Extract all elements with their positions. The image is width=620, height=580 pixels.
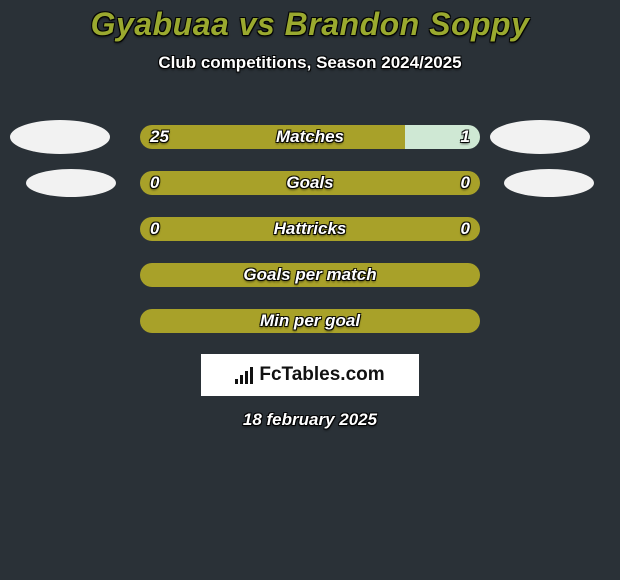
player-avatar-left — [26, 169, 116, 197]
page-title: Gyabuaa vs Brandon Soppy — [0, 0, 620, 43]
player-avatar-right — [490, 120, 590, 154]
stat-value-right: 0 — [461, 217, 470, 241]
stat-value-right: 1 — [461, 125, 470, 149]
stat-row: Goals per match — [0, 252, 620, 298]
stat-bar-left: 0 — [140, 171, 310, 195]
stat-bar-right: 0 — [310, 217, 480, 241]
stat-bar-left: 25 — [140, 125, 405, 149]
stat-bar-right — [310, 309, 480, 333]
player-avatar-right — [504, 169, 594, 197]
stat-value-right: 0 — [461, 171, 470, 195]
stat-bar-left: 0 — [140, 217, 310, 241]
subtitle: Club competitions, Season 2024/2025 — [0, 53, 620, 73]
player-avatar-left — [10, 120, 110, 154]
fctables-logo: FcTables.com — [201, 354, 419, 396]
stat-bar: 25 1 — [140, 125, 480, 149]
stat-bar — [140, 263, 480, 287]
stat-bar: 00 — [140, 171, 480, 195]
stat-value-left: 0 — [150, 217, 159, 241]
stat-bar-right: 0 — [310, 171, 480, 195]
stat-row: 251Matches — [0, 114, 620, 160]
stat-value-left: 25 — [150, 125, 169, 149]
logo-text: FcTables.com — [259, 364, 384, 386]
stat-bar — [140, 309, 480, 333]
comparison-infographic: Gyabuaa vs Brandon Soppy Club competitio… — [0, 0, 620, 580]
stat-bar-right: 1 — [405, 125, 480, 149]
stat-bar-right — [310, 263, 480, 287]
stat-bar-left — [140, 309, 310, 333]
stat-row: 00Hattricks — [0, 206, 620, 252]
stat-rows: 251Matches00Goals00HattricksGoals per ma… — [0, 114, 620, 344]
stat-row: 00Goals — [0, 160, 620, 206]
logo-bars-icon — [235, 366, 253, 384]
stat-bar: 00 — [140, 217, 480, 241]
stat-bar-left — [140, 263, 310, 287]
stat-row: Min per goal — [0, 298, 620, 344]
date-caption: 18 february 2025 — [0, 410, 620, 430]
stat-value-left: 0 — [150, 171, 159, 195]
